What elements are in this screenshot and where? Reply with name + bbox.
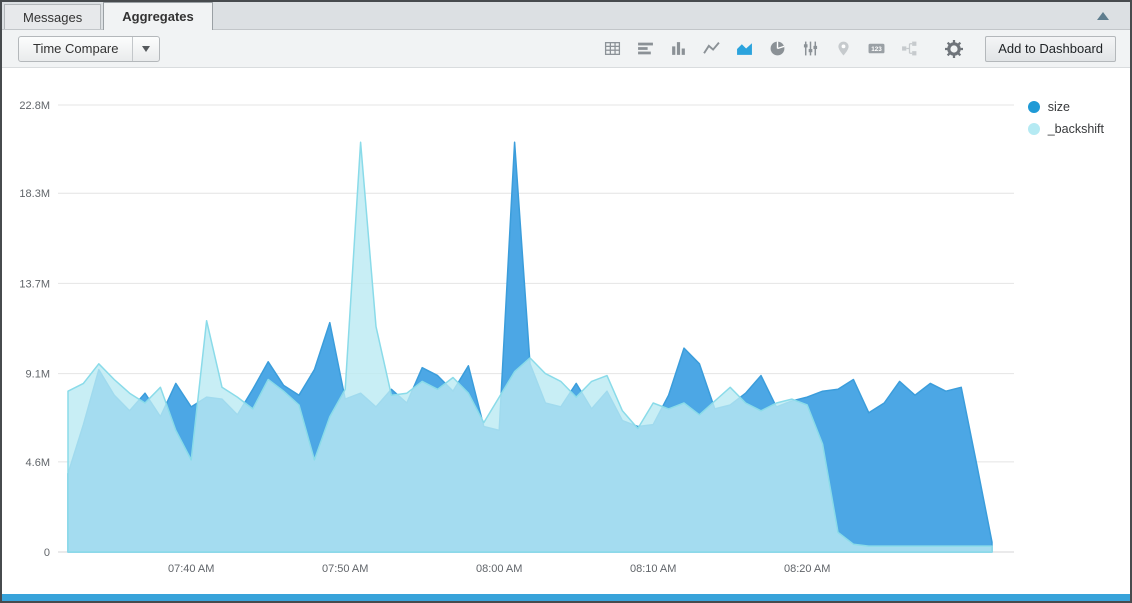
tab-messages-label: Messages	[23, 10, 83, 25]
tab-aggregates-label: Aggregates	[122, 9, 194, 24]
chart-type-icon-row: 123	[603, 39, 964, 58]
legend-item-backshift[interactable]: _backshift	[1027, 122, 1104, 136]
chart-panel: 0 4.6M 9.1M 13.7M 18.3M 22.8M 07:40 AM 07:50 AM…	[2, 68, 1130, 601]
size-series-swatch	[1027, 101, 1040, 113]
results-tab-bar: Messages Aggregates	[2, 2, 1130, 30]
collapse-panel-icon[interactable]	[1096, 10, 1110, 22]
numeric-123-icon[interactable]: 123	[867, 40, 885, 58]
line-chart-icon[interactable]	[702, 40, 720, 58]
chart-legend: size _backshift	[1027, 100, 1104, 144]
tab-aggregates[interactable]: Aggregates	[103, 2, 213, 30]
legend-label-size: size	[1047, 100, 1070, 114]
chart-toolbar: Time Compare	[2, 30, 1130, 68]
tab-messages[interactable]: Messages	[4, 4, 102, 29]
y-axis-label: 22.8M	[19, 100, 50, 112]
up-triangle-icon	[1097, 12, 1109, 20]
y-axis-label: 0	[44, 547, 50, 559]
chevron-down-icon	[142, 45, 151, 52]
x-axis-label: 08:20 AM	[784, 563, 830, 575]
x-axis-label: 07:50 AM	[322, 563, 368, 575]
x-axis-label: 08:10 AM	[630, 563, 676, 575]
flow-icon[interactable]	[900, 40, 918, 58]
time-compare-label: Time Compare	[33, 40, 119, 56]
aggregates-area-chart: 0 4.6M 9.1M 13.7M 18.3M 22.8M 07:40 AM 07:50 AM…	[19, 100, 1014, 575]
settings-gear-icon[interactable]	[945, 39, 964, 58]
map-pin-icon[interactable]	[834, 40, 852, 58]
time-compare-button[interactable]: Time Compare	[18, 35, 161, 62]
x-axis-label: 08:00 AM	[476, 563, 522, 575]
pie-chart-icon[interactable]	[768, 40, 786, 58]
column-chart-icon[interactable]	[669, 40, 687, 58]
legend-label-backshift: _backshift	[1047, 122, 1104, 136]
table-icon[interactable]	[603, 40, 621, 58]
y-axis-label: 4.6M	[26, 457, 50, 469]
add-to-dashboard-button[interactable]: Add to Dashboard	[985, 35, 1116, 62]
legend-item-size[interactable]: size	[1027, 100, 1104, 114]
horizontal-scrollbar[interactable]	[2, 594, 1130, 601]
time-compare-dropdown[interactable]	[132, 36, 159, 61]
svg-text:123: 123	[871, 46, 882, 53]
sliders-icon[interactable]	[801, 40, 819, 58]
area-chart-icon[interactable]	[735, 40, 753, 58]
y-axis-label: 9.1M	[26, 369, 50, 381]
y-axis-label: 18.3M	[19, 188, 50, 200]
y-axis-label: 13.7M	[19, 278, 50, 290]
horizontal-bar-chart-icon[interactable]	[636, 40, 654, 58]
series-area-backshift[interactable]	[67, 141, 993, 553]
backshift-series-swatch	[1027, 123, 1040, 135]
x-axis-label: 07:40 AM	[168, 563, 214, 575]
